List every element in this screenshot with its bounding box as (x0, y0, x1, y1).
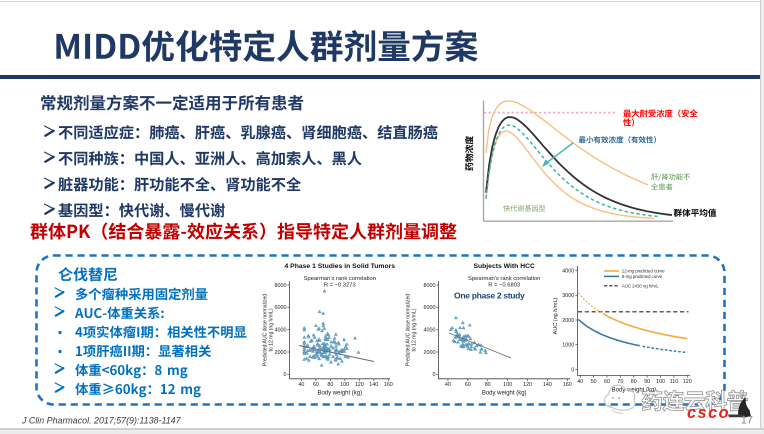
svg-text:90: 90 (644, 379, 650, 385)
svg-text:60: 60 (604, 379, 610, 385)
svg-text:40: 40 (298, 382, 304, 388)
svg-text:4 Phase 1 Studies in Solid Tum: 4 Phase 1 Studies in Solid Tumors (285, 263, 396, 270)
svg-text:3000: 3000 (562, 293, 574, 299)
svg-text:R = −0.6803: R = −0.6803 (488, 283, 520, 289)
svg-text:40: 40 (577, 379, 583, 385)
svg-text:100: 100 (503, 382, 512, 388)
svg-text:100: 100 (656, 379, 665, 385)
svg-text:80: 80 (631, 379, 637, 385)
svg-text:140: 140 (369, 382, 378, 388)
svg-text:to 12 mg (ng h/mL): to 12 mg (ng h/mL) (269, 308, 275, 351)
svg-text:4000: 4000 (275, 328, 287, 334)
svg-text:J Clin Pharmacol. 2017;57(9):1: J Clin Pharmacol. 2017;57(9):1138-1147 (21, 416, 182, 426)
svg-text:6000: 6000 (424, 305, 436, 311)
svg-text:Spearman's rank correlation: Spearman's rank correlation (468, 276, 540, 282)
svg-text:70: 70 (617, 379, 623, 385)
svg-text:140: 140 (543, 382, 552, 388)
svg-text:2000: 2000 (562, 318, 574, 324)
svg-text:50: 50 (591, 379, 597, 385)
svg-text:Body weight (kg): Body weight (kg) (317, 391, 362, 397)
svg-text:2000: 2000 (275, 350, 287, 356)
svg-text:2000: 2000 (424, 350, 436, 356)
svg-text:Spearman's rank correlation: Spearman's rank correlation (304, 276, 376, 282)
svg-text:110: 110 (670, 379, 679, 385)
svg-text:Predicted AUC dose normalized: Predicted AUC dose normalized (263, 294, 269, 366)
svg-text:17: 17 (741, 415, 753, 427)
svg-text:60: 60 (313, 382, 319, 388)
svg-text:8-mg predicted curve: 8-mg predicted curve (622, 274, 663, 279)
svg-text:Body weight (kg): Body weight (kg) (612, 388, 657, 394)
svg-text:160: 160 (384, 382, 393, 388)
svg-text:4000: 4000 (562, 269, 574, 275)
svg-text:160: 160 (563, 382, 572, 388)
svg-text:40: 40 (445, 382, 451, 388)
svg-text:One phase 2 study: One phase 2 study (454, 291, 525, 301)
svg-text:1000: 1000 (562, 343, 574, 349)
svg-text:120: 120 (683, 379, 692, 385)
svg-text:120: 120 (523, 382, 532, 388)
svg-text:8000: 8000 (424, 283, 436, 289)
svg-text:R = −0.3273: R = −0.3273 (324, 283, 356, 289)
svg-text:®: ® (739, 392, 744, 400)
svg-text:120: 120 (355, 382, 364, 388)
svg-text:100: 100 (340, 382, 349, 388)
svg-text:0: 0 (433, 372, 436, 378)
svg-text:AUC 2430 ng h/mL: AUC 2430 ng h/mL (622, 283, 659, 288)
svg-text:80: 80 (327, 382, 333, 388)
svg-text:60: 60 (465, 382, 471, 388)
svg-text:Body weight (kg): Body weight (kg) (482, 391, 527, 397)
svg-text:Subjects With HCC: Subjects With HCC (473, 263, 535, 270)
svg-text:0: 0 (284, 372, 287, 378)
svg-text:12-mg predicted curve: 12-mg predicted curve (622, 268, 665, 273)
svg-text:AUC (ng h/mL): AUC (ng h/mL) (553, 297, 559, 334)
svg-text:to 12 mg (ng h/mL): to 12 mg (ng h/mL) (412, 308, 418, 351)
svg-text:8000: 8000 (275, 283, 287, 289)
svg-text:4000: 4000 (424, 328, 436, 334)
svg-text:Predicted AUC dose normalized: Predicted AUC dose normalized (406, 294, 412, 366)
svg-text:0: 0 (571, 367, 574, 373)
svg-text:csco: csco (687, 404, 730, 422)
svg-text:6000: 6000 (275, 305, 287, 311)
svg-text:80: 80 (485, 382, 491, 388)
